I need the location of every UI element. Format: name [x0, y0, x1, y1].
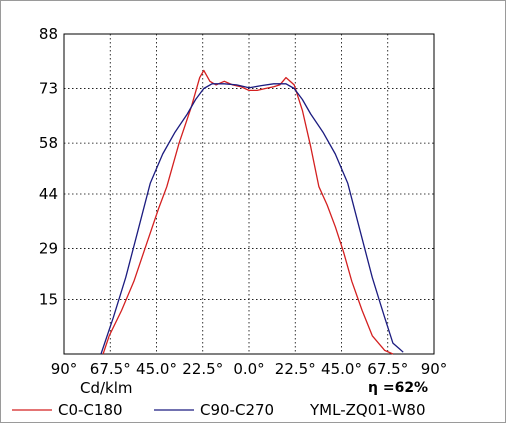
x-tick-label: 0.0°	[233, 360, 264, 378]
series-line-c0-c180	[102, 69, 394, 355]
grid-lines	[64, 34, 434, 354]
plot-area-border	[63, 33, 435, 355]
legend-label-c90-c270: C90-C270	[200, 401, 274, 419]
y-tick-label: 15	[39, 290, 58, 308]
y-tick-label: 58	[39, 134, 58, 152]
y-axis-tick-labels: 15 29 44 58 73 88	[39, 25, 58, 308]
x-tick-label: 45.0°	[136, 360, 177, 378]
y-tick-label: 44	[39, 185, 58, 203]
lamp-model-label: YML-ZQ01-W80	[309, 401, 426, 419]
legend-label-c0-c180: C0-C180	[58, 401, 123, 419]
x-tick-label: 22.5°	[182, 360, 223, 378]
x-tick-label: 67.5°	[90, 360, 131, 378]
x-axis-tick-labels: 90° 67.5° 45.0° 22.5° 0.0° 22.5° 45.0° 67.5° 90°	[51, 360, 448, 378]
efficiency-label: η =62%	[368, 380, 428, 396]
y-tick-label: 29	[39, 240, 58, 258]
series-layer	[100, 69, 404, 355]
x-tick-label: 90°	[51, 360, 78, 378]
legend: C0-C180 C90-C270 YML-ZQ01-W80	[12, 401, 426, 419]
y-tick-label: 88	[39, 25, 58, 43]
x-tick-label: 45.0°	[321, 360, 362, 378]
unit-label: Cd/klm	[80, 379, 133, 397]
x-tick-label: 22.5°	[275, 360, 316, 378]
x-tick-label: 90°	[421, 360, 448, 378]
y-tick-label: 73	[39, 80, 58, 98]
series-line-c90-c270	[100, 83, 404, 355]
x-tick-label: 67.5°	[367, 360, 408, 378]
